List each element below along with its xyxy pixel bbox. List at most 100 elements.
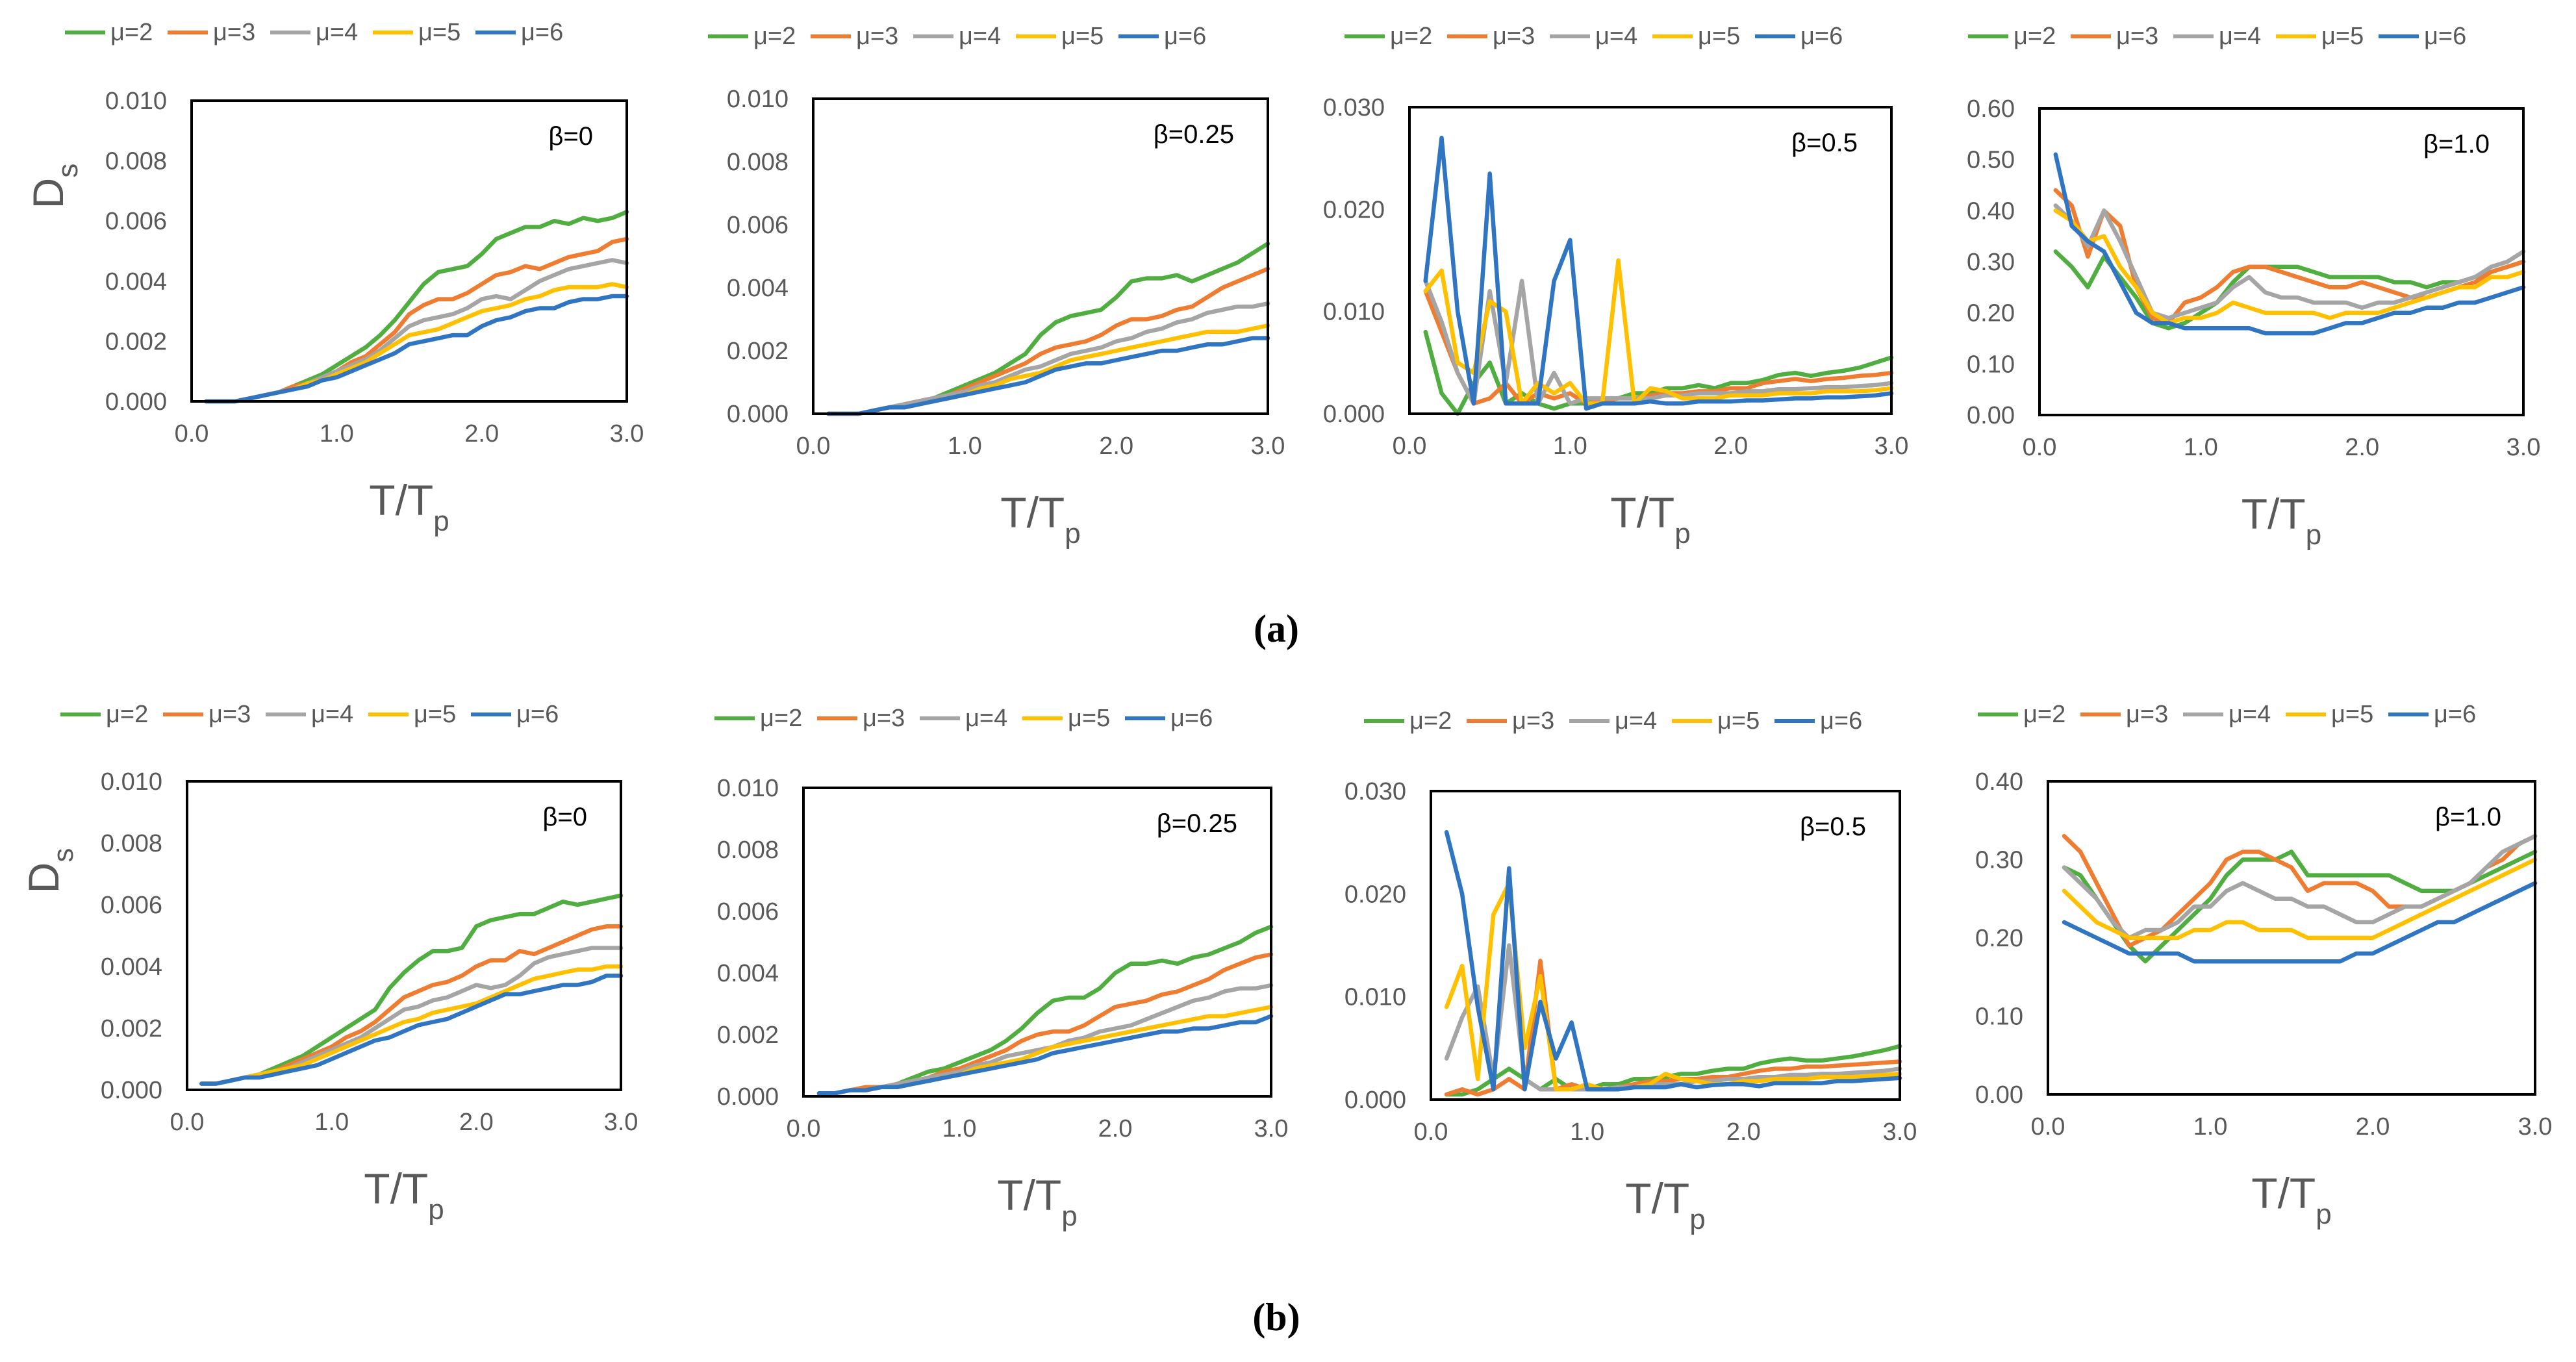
legend-label: μ=2 [760, 705, 802, 732]
beta-annotation: β=0 [548, 122, 593, 151]
series-line-mu5 [2053, 208, 2526, 325]
x-axis-title: T/Tp [2241, 490, 2321, 551]
series-line-mu5 [2062, 857, 2538, 940]
legend-label: μ=3 [856, 23, 898, 50]
legend-label: μ=3 [863, 705, 905, 732]
charts-layer: μ=2 μ=3 μ=4 μ=5 μ=6 0.000 0.002 0.004 0.006 0.008… [19, 19, 2552, 1235]
y-axis-title-main: D [24, 178, 72, 209]
beta-annotation: β=0.5 [1791, 129, 1858, 157]
beta-annotation: β=1.0 [2423, 130, 2490, 158]
x-tick-label: 0.0 [796, 433, 831, 460]
beta-annotation: β=0.25 [1157, 809, 1237, 838]
chart-a-beta05: μ=2 μ=3 μ=4 μ=5 μ=6 0.000 0.010 0.020 0.030 0.0 1.… [1323, 23, 1909, 549]
y-tick-label: 0.006 [105, 208, 167, 235]
series-line-mu6 [2062, 881, 2538, 964]
x-tick-label: 2.0 [2356, 1113, 2390, 1141]
y-tick-label: 0.030 [1323, 94, 1385, 121]
legend-label: μ=4 [965, 705, 1007, 732]
x-tick-label: 0.0 [2031, 1113, 2065, 1141]
legend: μ=2 μ=3 μ=4 μ=5 μ=6 [714, 705, 1213, 732]
legend-label: μ=4 [1595, 23, 1637, 50]
legend-label: μ=6 [1170, 705, 1213, 732]
x-axis-title-sub: p [1689, 1204, 1705, 1235]
legend-label: μ=3 [2116, 23, 2158, 50]
x-tick-label: 1.0 [314, 1109, 349, 1136]
legend-label: μ=3 [1512, 707, 1554, 735]
panel-label-a: (a) [1254, 607, 1299, 650]
x-axis-title: T/Tp [1625, 1174, 1705, 1235]
y-tick-label: 0.008 [727, 149, 789, 176]
y-tick-label: 0.020 [1323, 196, 1385, 223]
legend-label: μ=2 [2014, 23, 2056, 50]
x-axis-title-sub: p [433, 505, 449, 537]
y-tick-label: 0.000 [1323, 401, 1385, 428]
legend-label: μ=5 [2331, 701, 2373, 728]
legend-label: μ=3 [1493, 23, 1535, 50]
y-tick-label: 0.004 [105, 268, 167, 296]
x-tick-label: 0.0 [2023, 434, 2057, 461]
legend-label: μ=5 [1068, 705, 1110, 732]
chart-b-beta025: μ=2 μ=3 μ=4 μ=5 μ=6 0.000 0.002 0.004 0.006 0.008… [714, 705, 1288, 1232]
x-tick-label: 3.0 [610, 420, 644, 448]
x-tick-label: 1.0 [942, 1115, 977, 1142]
series-line-mu2 [199, 893, 624, 1086]
y-axis-title-sub: s [47, 848, 79, 863]
x-axis-title-sub: p [1674, 518, 1690, 549]
legend-label: μ=4 [2229, 701, 2271, 728]
y-tick-label: 0.40 [1975, 768, 2023, 796]
x-tick-label: 3.0 [2507, 434, 2541, 461]
x-axis-title-main: T/T [2241, 490, 2306, 538]
series-line-mu6 [826, 336, 1270, 416]
legend-label: μ=6 [521, 19, 563, 46]
plot-frame [2038, 107, 2525, 416]
legend-label: μ=6 [2424, 23, 2466, 50]
series-line-mu6 [1423, 135, 1894, 411]
chart-b-beta05: μ=2 μ=3 μ=4 μ=5 μ=6 0.000 0.010 0.020 0.030 0.0 1.… [1345, 707, 1917, 1235]
legend-label: μ=2 [2023, 701, 2065, 728]
x-tick-label: 2.0 [1726, 1118, 1761, 1146]
y-tick-label: 0.00 [1975, 1081, 2023, 1109]
legend-label: μ=3 [2126, 701, 2168, 728]
legend-label: μ=3 [208, 701, 251, 728]
series-line-mu5 [1423, 258, 1894, 406]
legend-label: μ=4 [1615, 707, 1657, 735]
x-tick-label: 1.0 [948, 433, 982, 460]
series-line-mu4 [826, 301, 1270, 416]
legend-label: μ=2 [1409, 707, 1452, 735]
x-tick-label: 2.0 [1098, 1115, 1133, 1142]
series-line-mu6 [199, 974, 624, 1086]
x-tick-label: 3.0 [1875, 433, 1909, 460]
y-tick-label: 0.010 [105, 88, 167, 115]
legend-label: μ=6 [516, 701, 559, 728]
series-line-mu6 [816, 1014, 1274, 1096]
x-tick-label: 0.0 [787, 1115, 821, 1142]
x-axis-title-main: T/T [2251, 1169, 2316, 1217]
legend-label: μ=5 [414, 701, 456, 728]
legend-label: μ=5 [1698, 23, 1740, 50]
x-tick-label: 2.0 [464, 420, 499, 448]
series-line-mu2 [2053, 249, 2526, 331]
y-tick-label: 0.006 [717, 898, 779, 926]
legend-label: μ=5 [418, 19, 461, 46]
x-axis-title: T/Tp [369, 476, 449, 537]
chart-a-beta025: μ=2 μ=3 μ=4 μ=5 μ=6 0.000 0.002 0.004 0.006 0.008… [708, 23, 1285, 549]
x-axis-title: T/Tp [2251, 1169, 2331, 1230]
series-line-mu4 [2053, 203, 2526, 320]
x-tick-label: 0.0 [1414, 1118, 1448, 1146]
plot-frame [190, 99, 628, 403]
x-tick-label: 2.0 [459, 1109, 494, 1136]
x-axis-title: T/Tp [997, 1171, 1077, 1232]
legend: μ=2 μ=3 μ=4 μ=5 μ=6 [1345, 23, 1843, 50]
legend: μ=2 μ=3 μ=4 μ=5 μ=6 [1968, 23, 2466, 50]
x-tick-label: 2.0 [2345, 434, 2379, 461]
x-tick-label: 3.0 [1251, 433, 1285, 460]
legend-label: μ=3 [213, 19, 255, 46]
plot-frame [802, 787, 1272, 1098]
chart-b-beta0: μ=2 μ=3 μ=4 μ=5 μ=6 0.000 0.002 0.004 0.006 0.008… [19, 701, 638, 1226]
y-axis-title: Ds [19, 848, 79, 894]
x-axis-title-main: T/T [364, 1165, 428, 1213]
y-tick-label: 0.020 [1345, 881, 1406, 908]
legend-label: μ=5 [1717, 707, 1760, 735]
x-axis-title-main: T/T [1625, 1174, 1689, 1222]
